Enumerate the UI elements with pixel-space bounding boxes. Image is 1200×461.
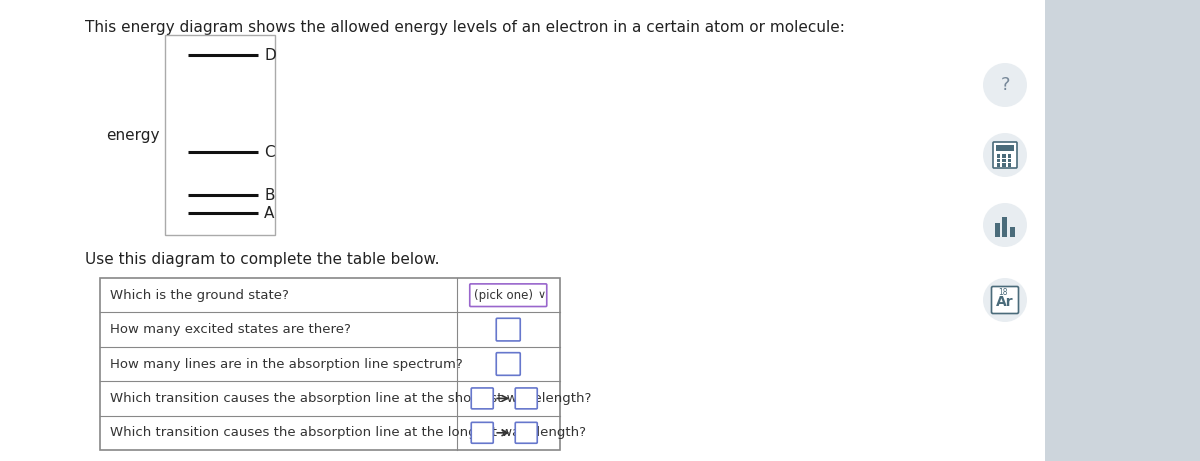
- Text: 18: 18: [998, 288, 1008, 296]
- FancyBboxPatch shape: [472, 388, 493, 409]
- Text: How many lines are in the absorption line spectrum?: How many lines are in the absorption lin…: [110, 357, 463, 371]
- FancyBboxPatch shape: [497, 318, 521, 341]
- FancyBboxPatch shape: [472, 422, 493, 443]
- Bar: [166, 35, 275, 235]
- Text: ∨: ∨: [538, 290, 545, 300]
- Bar: [1008, 163, 1010, 166]
- Circle shape: [983, 203, 1027, 247]
- Text: Which transition causes the absorption line at the longest wavelength?: Which transition causes the absorption l…: [110, 426, 586, 439]
- Text: B: B: [264, 188, 275, 202]
- Bar: [1008, 154, 1010, 158]
- Text: Ar: Ar: [996, 295, 1014, 309]
- Text: Use this diagram to complete the table below.: Use this diagram to complete the table b…: [85, 252, 439, 267]
- Text: ?: ?: [1001, 76, 1009, 94]
- FancyBboxPatch shape: [515, 388, 538, 409]
- Text: D: D: [264, 47, 276, 63]
- Circle shape: [983, 63, 1027, 107]
- Bar: [996, 163, 1000, 166]
- FancyBboxPatch shape: [469, 284, 547, 307]
- FancyBboxPatch shape: [515, 422, 538, 443]
- FancyBboxPatch shape: [497, 353, 521, 375]
- Bar: [1008, 159, 1010, 162]
- Text: A: A: [264, 206, 275, 220]
- Text: energy: energy: [107, 128, 160, 142]
- Text: How many excited states are there?: How many excited states are there?: [110, 323, 350, 336]
- Bar: [1002, 154, 1006, 158]
- Bar: [1045, 0, 1200, 461]
- Bar: [1010, 227, 1015, 237]
- Bar: [996, 145, 1014, 151]
- Text: C: C: [264, 144, 275, 160]
- FancyBboxPatch shape: [994, 142, 1018, 168]
- Bar: [996, 159, 1000, 162]
- Text: This energy diagram shows the allowed energy levels of an electron in a certain : This energy diagram shows the allowed en…: [85, 20, 845, 35]
- Circle shape: [983, 278, 1027, 322]
- Bar: [1002, 159, 1006, 162]
- FancyBboxPatch shape: [991, 286, 1019, 313]
- Text: Which transition causes the absorption line at the shortest wavelength?: Which transition causes the absorption l…: [110, 392, 592, 405]
- Bar: [1002, 163, 1006, 166]
- Bar: [100, 278, 560, 450]
- Circle shape: [983, 133, 1027, 177]
- Bar: [0, 0, 1045, 461]
- Text: Which is the ground state?: Which is the ground state?: [110, 289, 289, 301]
- Bar: [995, 223, 1000, 237]
- Bar: [1002, 217, 1007, 237]
- Bar: [996, 154, 1000, 158]
- Text: (pick one): (pick one): [474, 289, 533, 301]
